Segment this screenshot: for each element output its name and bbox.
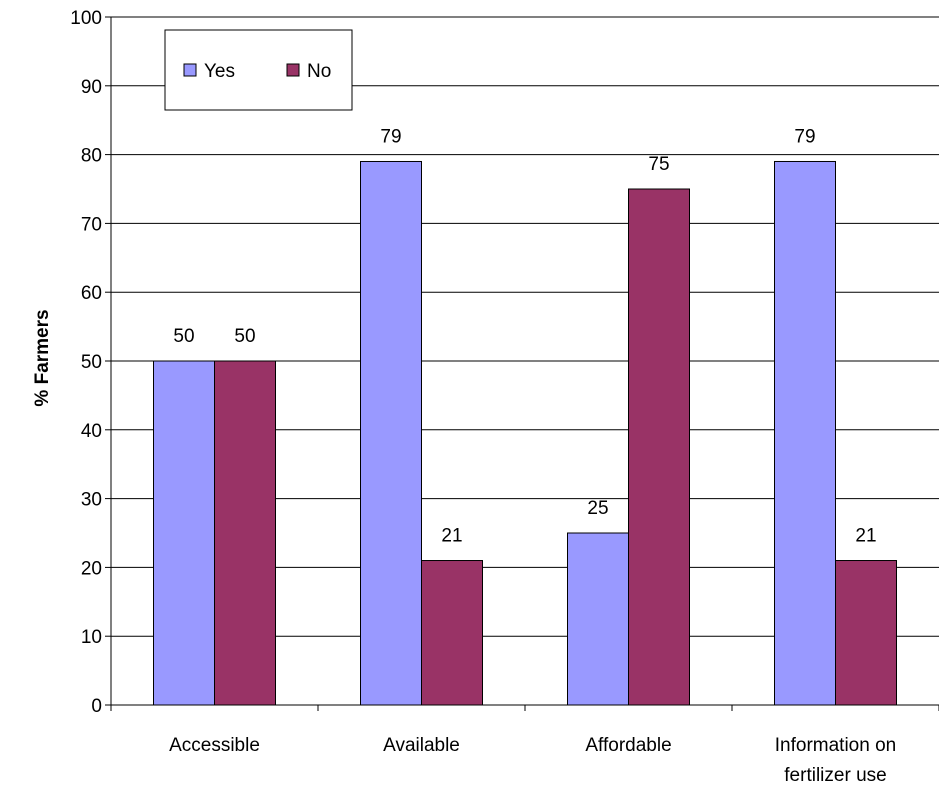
data-label-yes-4: 79 [794,126,815,147]
bar-no-1 [214,360,276,706]
legend-label-yes: Yes [204,61,235,82]
y-tick-label-40: 40 [81,421,102,442]
x-category-label-2: Available [383,735,460,756]
y-tick-label-20: 20 [81,558,102,579]
legend-swatch-yes [183,63,197,77]
y-tick-label-100: 100 [70,8,102,29]
bar-no-4 [835,560,897,706]
data-label-no-1: 50 [234,326,255,347]
legend-swatch-no [286,63,300,77]
data-label-yes-1: 50 [173,326,194,347]
x-category-label-line: Affordable [585,735,671,756]
y-tick-label-0: 0 [91,696,102,717]
bar-no-3 [628,188,690,706]
x-category-label-line: Information on [775,735,896,756]
labels: 0 10 20 30 40 50 60 70 80 90 100 50 50 79 21 25 75 79 21 Ac… [70,8,896,786]
y-tick-label-50: 50 [81,352,102,373]
data-label-no-2: 21 [441,526,462,547]
y-tick-label-80: 80 [81,146,102,167]
data-label-yes-3: 25 [587,498,608,519]
x-category-label-line: fertilizer use [784,765,886,786]
y-tick-label-70: 70 [81,214,102,235]
x-category-label-3: Affordable [585,735,671,756]
x-category-label-4: Information on fertilizer use [775,735,896,786]
x-category-label-1: Accessible [169,735,260,756]
bar-yes-2 [360,160,422,706]
bar-no-2 [421,560,483,706]
bar-yes-3 [567,532,629,706]
y-tick-label-90: 90 [81,77,102,98]
bar-yes-4 [774,160,836,706]
bars [153,160,897,706]
legend: Yes No [164,29,353,111]
bar-yes-1 [153,360,215,706]
y-tick-label-10: 10 [81,627,102,648]
x-category-label-line: Available [383,735,460,756]
data-label-yes-2: 79 [380,126,401,147]
data-label-no-3: 75 [648,154,669,175]
axes [105,16,939,711]
data-label-no-4: 21 [855,526,876,547]
legend-label-no: No [307,61,331,82]
x-category-label-line: Accessible [169,735,260,756]
y-tick-label-60: 60 [81,283,102,304]
y-axis-title: % Farmers [32,309,53,406]
y-tick-label-30: 30 [81,490,102,511]
